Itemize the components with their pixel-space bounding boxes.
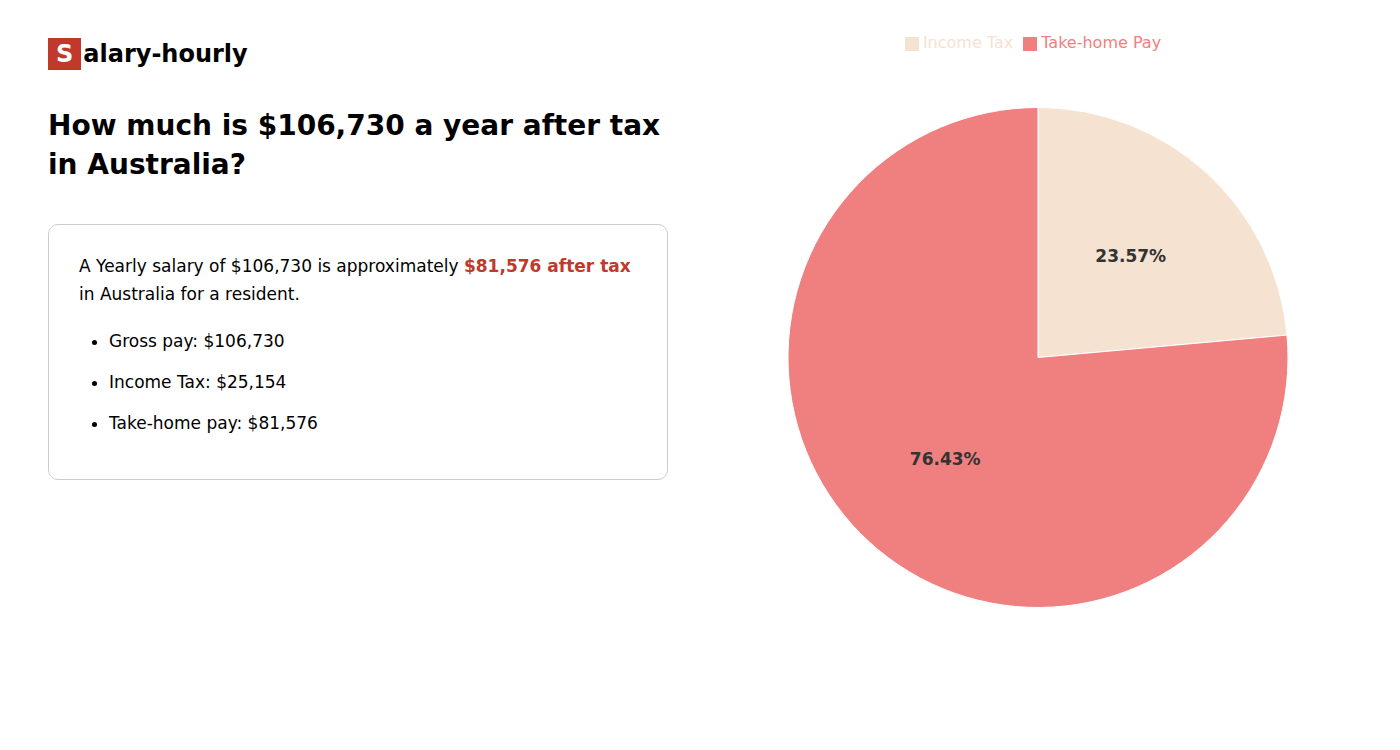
- svg-text:23.57%: 23.57%: [1095, 246, 1166, 266]
- html-text:Take-home pay: $81,576: Take-home pay: $81,576: [109, 413, 318, 434]
- html-text:How much is $106,730 a year af: How much is $106,730 a year after tax in…: [48, 109, 661, 182]
- html-text:Income Tax: Income Tax: [922, 33, 1014, 52]
- svg-text:76.43%: 76.43%: [910, 449, 981, 469]
- html-text:Gross pay: $106,730: Gross pay: $106,730: [109, 330, 285, 351]
- html-text:Income Tax: $25,154: Income Tax: $25,154: [109, 371, 287, 392]
- html-text:Take-home Pay: Take-home Pay: [1041, 33, 1162, 52]
- html-text:in Australia for a resident.: in Australia for a resident.: [79, 283, 300, 304]
- html-text:S alary-hourly: S alary-hourly: [56, 40, 248, 68]
- html-text:A Yearly salary of $106,730 is: A Yearly salary of $106,730 is approxima…: [79, 256, 631, 277]
